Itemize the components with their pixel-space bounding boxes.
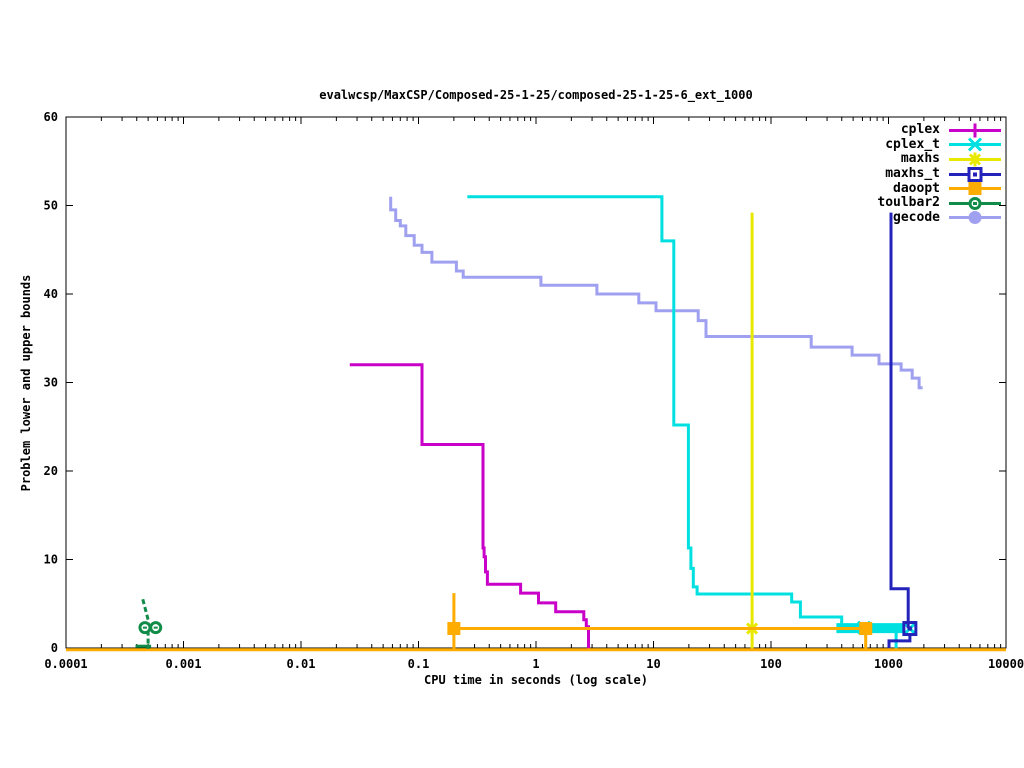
marker-square — [859, 622, 873, 636]
series-toulbar2-line — [141, 598, 150, 649]
y-tick-label: 40 — [44, 287, 58, 301]
x-tick-label: 10000 — [988, 657, 1024, 671]
legend-row-gecode: gecode — [877, 209, 1002, 226]
legend-label-cplex: cplex — [900, 122, 940, 138]
marker-square-open — [902, 621, 918, 637]
y-tick-label: 0 — [51, 641, 58, 655]
legend-row-daoopt: daoopt — [877, 181, 1002, 196]
series-gecode-line — [389, 196, 923, 390]
series-maxhs_t-line — [889, 212, 910, 629]
marker-square — [447, 622, 461, 636]
y-axis-label: Problem lower and upper bounds — [19, 274, 33, 492]
legend-label-maxhs: maxhs — [900, 151, 940, 167]
legend-row-cplex: cplex — [877, 123, 1002, 138]
y-tick-label: 20 — [44, 464, 58, 478]
legend-sample-cplex_t — [949, 137, 1001, 152]
x-tick-label: 1 — [532, 657, 539, 671]
legend-marker — [973, 172, 977, 177]
series-cplex_t-line — [467, 195, 844, 628]
legend-marker — [968, 182, 982, 196]
y-tick-label: 10 — [44, 553, 58, 567]
x-tick-label: 0.1 — [408, 657, 430, 671]
series-maxhs_t-line — [887, 633, 912, 649]
legend-sample-maxhs_t — [949, 166, 1001, 182]
y-tick-label: 50 — [44, 199, 58, 213]
series-cplex-line — [349, 363, 590, 649]
legend-sample-maxhs — [949, 152, 1001, 167]
x-tick-label: 100 — [760, 657, 782, 671]
legend-marker — [968, 211, 982, 225]
legend-marker — [968, 153, 982, 166]
legend-row-maxhs: maxhs — [877, 152, 1002, 167]
marker-square-dot — [907, 626, 912, 631]
series-daoopt-line — [453, 627, 868, 650]
legend-marker — [967, 137, 983, 152]
legend-sample-gecode — [949, 211, 1001, 225]
legend-sample-toulbar2 — [949, 196, 1001, 210]
legend-label-gecode: gecode — [893, 209, 940, 225]
x-tick-label: 10 — [646, 657, 660, 671]
legend-sample-daoopt — [949, 182, 1001, 196]
y-tick-label: 60 — [44, 110, 58, 124]
x-tick-label: 0.0001 — [44, 657, 87, 671]
legend-sample-cplex — [949, 123, 1001, 138]
legend-label-cplex_t: cplex_t — [885, 136, 940, 152]
x-tick-label: 0.01 — [287, 657, 316, 671]
y-tick-label: 30 — [44, 376, 58, 390]
legend-label-maxhs_t: maxhs_t — [885, 166, 940, 182]
x-axis-label: CPU time in seconds (log scale) — [424, 673, 648, 687]
legend-label-toulbar2: toulbar2 — [877, 195, 940, 211]
x-tick-label: 0.001 — [165, 657, 201, 671]
page-title: evalwcsp/MaxCSP/Composed-25-1-25/compose… — [319, 88, 753, 102]
legend-label-daoopt: daoopt — [893, 180, 940, 196]
legend-row-toulbar2: toulbar2 — [877, 196, 1002, 211]
legend: cplex cplex_t maxhs maxhs_t daoopt toulbar2 ge… — [877, 123, 1002, 225]
legend-row-maxhs_t: maxhs_t — [877, 166, 1002, 182]
x-tick-label: 1000 — [874, 657, 903, 671]
legend-row-cplex_t: cplex_t — [877, 136, 1002, 153]
